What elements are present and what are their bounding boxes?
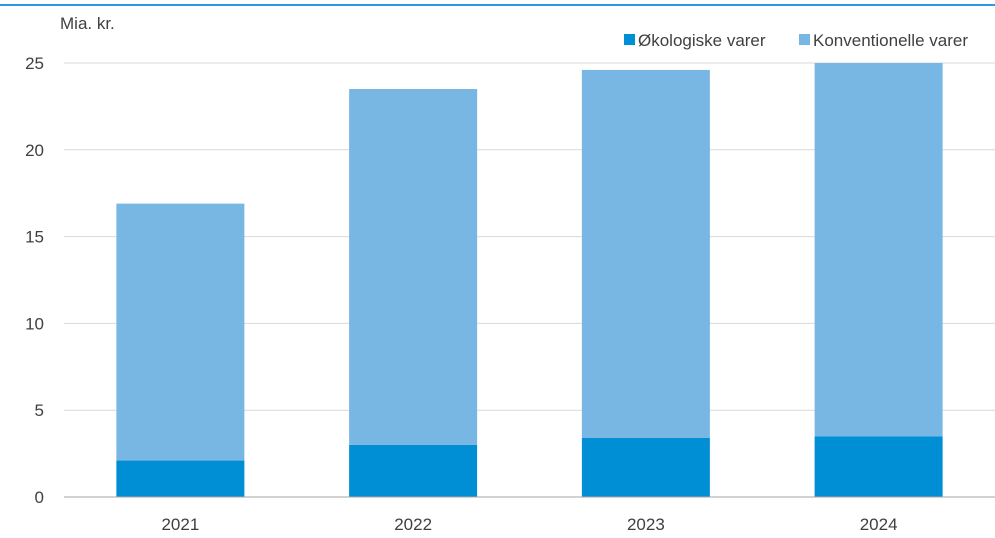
bar-conventional xyxy=(116,203,245,461)
bars xyxy=(116,63,943,497)
x-tick-label: 2024 xyxy=(860,515,898,534)
y-tick-labels: 0 5 10 15 20 25 xyxy=(25,54,44,507)
y-tick-label: 10 xyxy=(25,314,44,333)
x-tick-labels: 2021 2022 2023 2024 xyxy=(161,515,897,534)
legend-swatch-conventional xyxy=(799,34,810,45)
bar-conventional xyxy=(581,69,710,438)
y-tick-label: 25 xyxy=(25,54,44,73)
legend-label-conventional: Konventionelle varer xyxy=(813,31,968,50)
x-tick-label: 2021 xyxy=(161,515,199,534)
bar-conventional xyxy=(814,63,943,437)
bar-organic xyxy=(814,436,943,497)
x-tick-label: 2022 xyxy=(394,515,432,534)
unit-label: Mia. kr. xyxy=(60,14,115,33)
y-tick-label: 15 xyxy=(25,228,44,247)
y-tick-label: 5 xyxy=(35,401,44,420)
legend: Økologiske varer Konventionelle varer xyxy=(624,31,968,50)
x-tick-label: 2023 xyxy=(627,515,665,534)
bar-organic xyxy=(581,437,710,497)
legend-swatch-organic xyxy=(624,34,635,45)
y-tick-label: 20 xyxy=(25,141,44,160)
y-tick-label: 0 xyxy=(35,488,44,507)
bar-organic xyxy=(116,460,245,497)
legend-label-organic: Økologiske varer xyxy=(638,31,766,50)
bar-conventional xyxy=(349,89,478,445)
bar-organic xyxy=(349,444,478,497)
